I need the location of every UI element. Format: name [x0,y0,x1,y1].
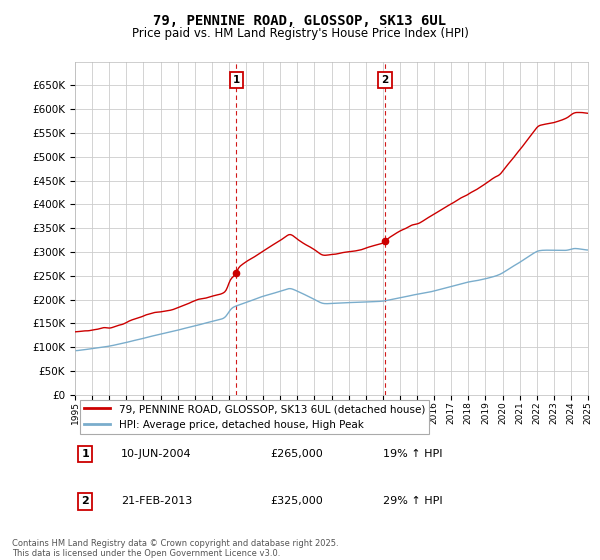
Text: 29% ↑ HPI: 29% ↑ HPI [383,496,442,506]
Legend: 79, PENNINE ROAD, GLOSSOP, SK13 6UL (detached house), HPI: Average price, detach: 79, PENNINE ROAD, GLOSSOP, SK13 6UL (det… [80,400,429,434]
Text: 79, PENNINE ROAD, GLOSSOP, SK13 6UL: 79, PENNINE ROAD, GLOSSOP, SK13 6UL [154,14,446,28]
Text: £325,000: £325,000 [270,496,323,506]
Text: Price paid vs. HM Land Registry's House Price Index (HPI): Price paid vs. HM Land Registry's House … [131,27,469,40]
Text: 2: 2 [382,75,389,85]
Text: 1: 1 [233,75,240,85]
Text: 19% ↑ HPI: 19% ↑ HPI [383,449,442,459]
Text: 2: 2 [82,496,89,506]
Text: 10-JUN-2004: 10-JUN-2004 [121,449,192,459]
Text: £265,000: £265,000 [270,449,323,459]
Text: 21-FEB-2013: 21-FEB-2013 [121,496,193,506]
Text: 1: 1 [82,449,89,459]
Text: Contains HM Land Registry data © Crown copyright and database right 2025.
This d: Contains HM Land Registry data © Crown c… [12,539,338,558]
